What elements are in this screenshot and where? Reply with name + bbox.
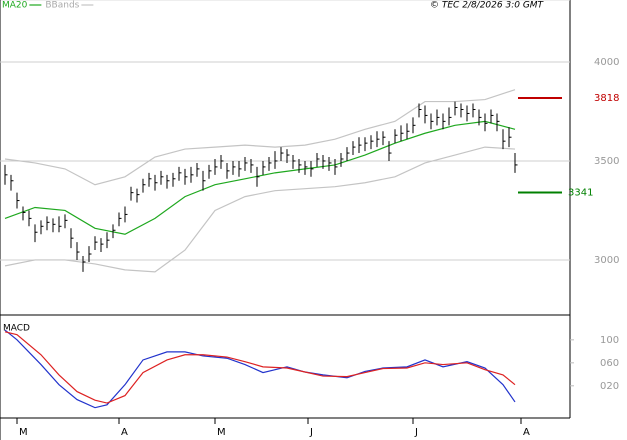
x-tick-label: J bbox=[309, 427, 313, 438]
band-lower bbox=[4, 146, 516, 273]
y-tick-label: 3000 bbox=[594, 255, 619, 266]
x-tick-label: A bbox=[523, 427, 530, 438]
level-label: 3341 bbox=[568, 187, 593, 198]
source: © TEC 2/8/2026 3:0 GMT bbox=[430, 1, 545, 11]
x-tick-label: M bbox=[19, 427, 28, 438]
x-tick-label: A bbox=[121, 427, 128, 438]
legend-label: BBands bbox=[45, 1, 79, 11]
y-tick-label: 4000 bbox=[594, 57, 619, 68]
x-tick-label: M bbox=[217, 427, 226, 438]
y-tick-label: 020 bbox=[600, 381, 619, 392]
y-tick-label: 3500 bbox=[594, 156, 619, 167]
y-tick-label: 060 bbox=[600, 358, 619, 369]
x-tick-label: J bbox=[414, 427, 418, 438]
ma-line bbox=[4, 120, 516, 235]
y-tick-label: 100 bbox=[600, 335, 619, 346]
legend-label: MA20 bbox=[2, 1, 28, 11]
level-label: 3818 bbox=[594, 93, 619, 104]
band-upper bbox=[4, 89, 516, 186]
macd-title: MACD bbox=[3, 324, 30, 334]
macd-line bbox=[4, 331, 516, 404]
